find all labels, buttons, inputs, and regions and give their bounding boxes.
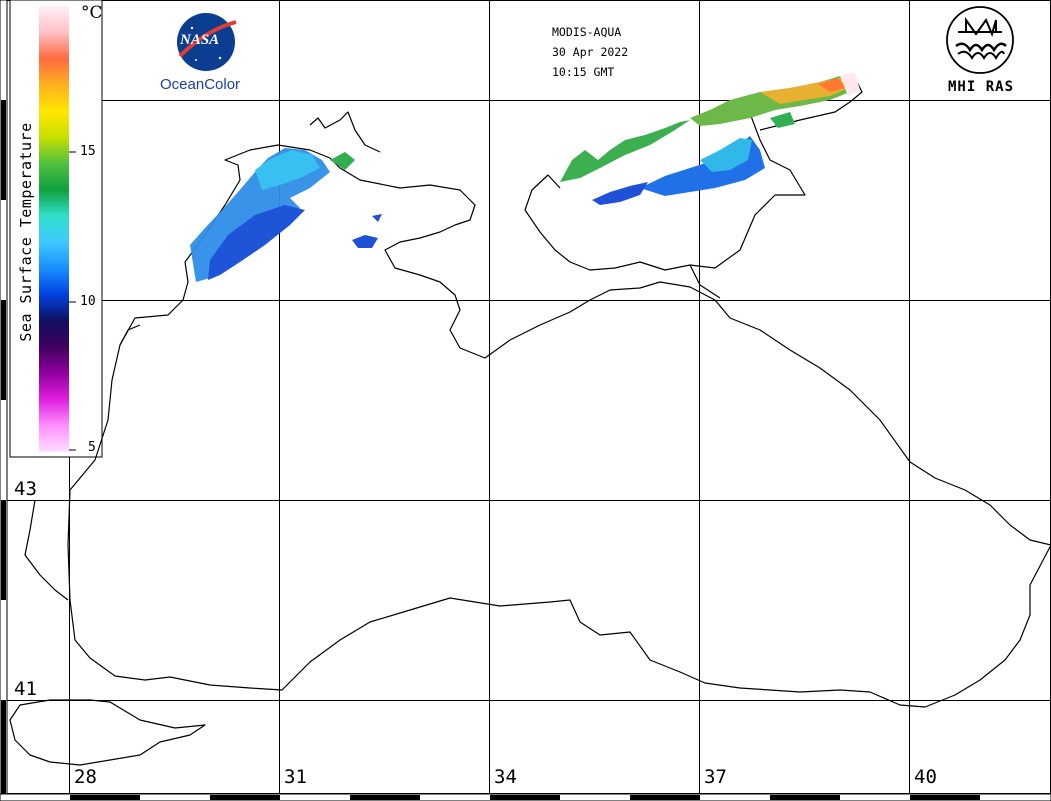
date-label: 30 Apr 2022 (552, 45, 629, 59)
nasa-logo-text: NASA (180, 32, 220, 48)
sensor-label: MODIS-AQUA (552, 25, 622, 39)
time-label: 10:15 GMT (552, 65, 615, 79)
lon-label-28: 28 (74, 766, 97, 788)
sst-patch-azov-ne-small (770, 112, 795, 128)
colorbar-unit: °C (81, 3, 103, 23)
coastline (9, 77, 1051, 766)
sst-patch-northwest-deep (208, 205, 305, 280)
nasa-logo (177, 13, 237, 71)
institute-text: MHI RAS (948, 79, 1015, 95)
lon-label-34: 34 (494, 766, 517, 788)
sst-patch-azov-sw (592, 182, 648, 205)
bottom-scale (0, 793, 1051, 801)
sst-patch-karkinit (330, 152, 355, 170)
lat-label-43: 43 (14, 478, 37, 500)
colorbar-tick-5: 5 (88, 440, 96, 455)
sst-patch-azov-north-hot (818, 78, 846, 92)
sst-patch-azov-south (560, 120, 690, 182)
lon-label-31: 31 (284, 766, 307, 788)
lat-label-41: 41 (14, 678, 37, 700)
colorbar-tick-15: 15 (80, 144, 96, 159)
sst-patch-small-west (352, 235, 378, 248)
colorbar-ticks (69, 151, 76, 451)
colorbar-tick-10: 10 (80, 294, 96, 309)
lon-label-40: 40 (914, 766, 937, 788)
mhi-ras-logo (946, 6, 1014, 74)
sst-patch-azov-white (840, 72, 860, 96)
colorbar-ramp (39, 6, 69, 452)
sst-patch-azov-center-light (700, 138, 752, 172)
colorbar-title: Sea Surface Temperature (17, 122, 35, 342)
sst-patches (190, 72, 860, 282)
left-scale (0, 0, 8, 795)
sst-patch-northwest-shelf (255, 150, 320, 190)
sst-patch-small-mid (372, 214, 382, 222)
lon-label-37: 37 (704, 766, 727, 788)
oceancolor-text: OceanColor (160, 76, 241, 93)
